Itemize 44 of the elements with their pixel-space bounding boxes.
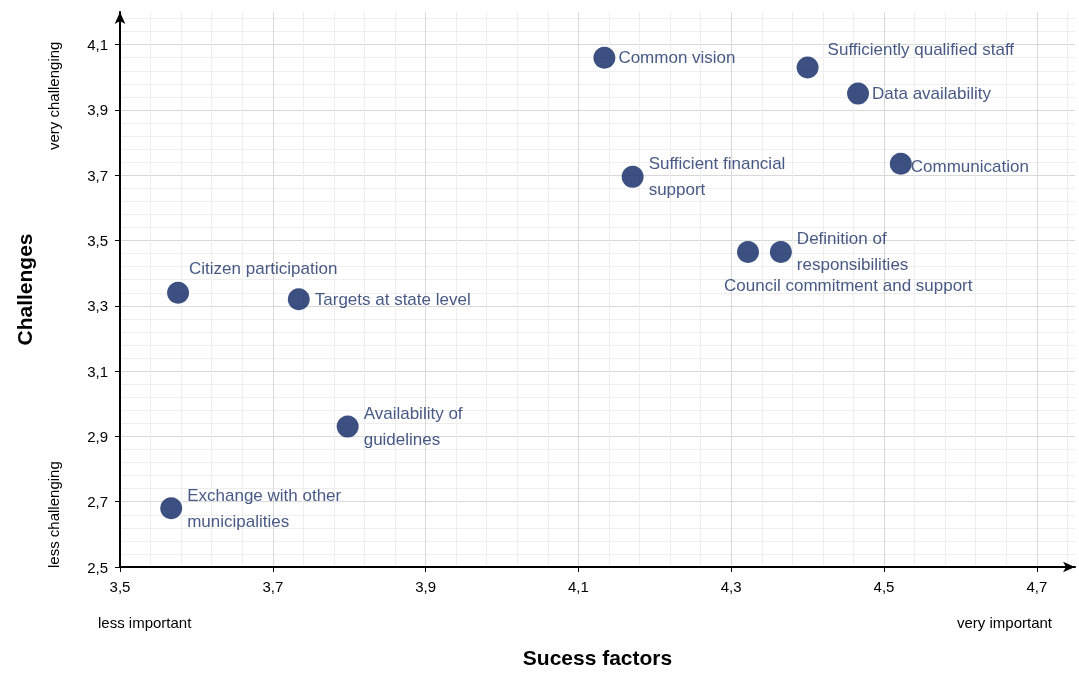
- x-tick-label: 3,5: [109, 578, 131, 595]
- text: very challenging: [45, 41, 62, 150]
- annotation: Exchange with other municipalities: [187, 485, 346, 531]
- text: less challenging: [45, 461, 62, 568]
- y-tick-label: 3,1: [87, 362, 108, 380]
- annotation: Definition of responsibilities: [796, 229, 909, 275]
- annotation: Common vision: [618, 48, 736, 68]
- point: [889, 152, 912, 175]
- x-tick-label: 3,7: [262, 578, 284, 595]
- point: [593, 46, 616, 69]
- point: [336, 415, 359, 438]
- point: [737, 240, 760, 263]
- x-tick-label: 4,3: [720, 578, 742, 595]
- point: [160, 497, 183, 520]
- annotation: Sufficient financial support: [648, 154, 791, 200]
- point: [287, 288, 310, 311]
- annotation: Citizen participation: [189, 259, 338, 279]
- annotation: Targets at state level: [314, 289, 471, 309]
- x-tick-label: 4,5: [873, 578, 895, 595]
- annotation: Availability of guidelines: [363, 404, 468, 450]
- y-tick-label: 3,9: [87, 101, 108, 119]
- point: [167, 281, 190, 304]
- y-tick-label: 3,5: [87, 232, 108, 250]
- x-tick-label: 4,1: [567, 578, 589, 595]
- point: [621, 165, 644, 188]
- annotation: Data availability: [872, 84, 992, 104]
- y-tick-label: 4,1: [87, 36, 108, 54]
- y-axis-title: Challenges: [13, 233, 36, 346]
- y-tick-label: 2,7: [87, 493, 108, 511]
- point: [769, 240, 792, 263]
- annotation: Council commitment and support: [724, 276, 973, 296]
- x-tick-label: 3,9: [415, 578, 437, 595]
- text: less important: [98, 614, 193, 631]
- y-tick-label: 2,5: [87, 558, 108, 576]
- annotation: Sufficiently qualified staff: [827, 40, 1015, 59]
- x-tick-label: 4,7: [1026, 578, 1048, 595]
- point: [847, 82, 870, 105]
- point: [796, 56, 819, 79]
- annotation: Communication: [910, 157, 1029, 177]
- y-tick-label: 3,7: [87, 166, 108, 184]
- text: very important: [957, 614, 1053, 631]
- y-tick-label: 3,3: [87, 297, 108, 315]
- x-axis-title: Sucess factors: [522, 646, 673, 669]
- y-tick-label: 2,9: [87, 427, 108, 445]
